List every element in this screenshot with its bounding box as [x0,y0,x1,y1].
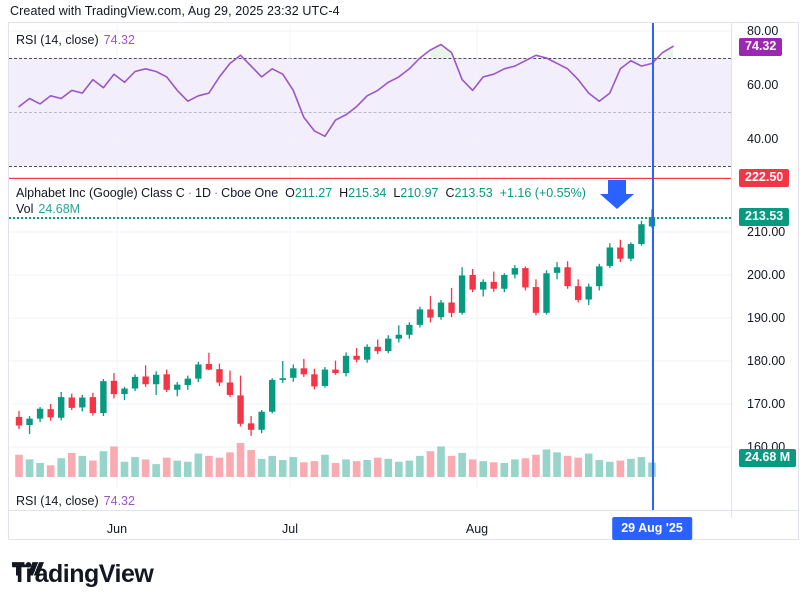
rsi-legend-value: 74.32 [103,33,135,47]
close-label: C [445,186,455,200]
rsi-axis-label: 60.00 [747,78,779,92]
volume-badge: 24.68 M [739,449,797,467]
candlestick-plot [9,178,731,488]
high-price-line [9,178,731,180]
pane-separator [8,177,731,178]
symbol-name: Alphabet Inc (Google) Class C [16,186,185,200]
high-price-badge: 222.50 [739,169,790,188]
tradingview-footer[interactable]: TradingView [12,560,154,589]
last-price-line [9,216,731,219]
close-value: 213.53 [454,186,493,200]
change-value: +1.16 (+0.55%) [499,186,586,200]
rsi-footer-label: RSI (14, close) [16,494,99,508]
volume-value: 24.68M [38,202,81,216]
time-axis-separator [8,510,799,511]
time-axis-label: Aug [465,522,489,536]
last-price-badge: 213.53 [739,207,790,226]
symbol-interval[interactable]: 1D [195,186,211,200]
sell-signal-arrow-icon[interactable] [600,180,640,210]
credit-text: Created with TradingView.com, Aug 29, 20… [10,4,340,18]
rsi-overbought-line [9,58,731,59]
rsi-pane[interactable] [9,23,731,177]
rsi-plot [9,23,731,177]
open-label: O [285,186,295,200]
current-date-badge: 29 Aug '25 [612,517,692,540]
rsi-legend[interactable]: RSI (14, close) 74.32 [16,33,135,47]
time-axis-label: Jul [282,522,298,536]
high-value: 215.34 [348,186,387,200]
low-label: L [393,186,401,200]
tradingview-logo-icon [12,562,44,576]
rsi-footer-value: 74.32 [103,494,135,508]
rsi-axis-label: 40.00 [747,132,779,146]
rsi-axis-label: 80.00 [747,24,779,38]
high-label: H [339,186,349,200]
price-axis-label: 180.00 [747,354,786,368]
price-pane[interactable] [9,178,731,488]
rsi-legend-label: RSI (14, close) [16,33,99,47]
volume-label: Vol [16,202,34,216]
volume-legend[interactable]: Vol 24.68M [16,202,80,216]
price-axis-label: 170.00 [747,397,786,411]
rsi-midline [9,112,731,113]
low-value: 210.97 [400,186,439,200]
crosshair-vertical-line [652,23,654,510]
time-axis-label: Jun [106,522,128,536]
legend-separator-2: · [214,186,219,200]
rsi-value-badge: 74.32 [739,38,783,57]
symbol-exchange: Cboe One [221,186,279,200]
price-axis-label: 210.00 [747,225,786,239]
price-axis-separator [731,22,732,518]
rsi-oversold-line [9,166,731,167]
rsi-legend-footer[interactable]: RSI (14, close) 74.32 [16,494,135,508]
price-axis-label: 200.00 [747,268,786,282]
legend-separator-1: · [187,186,193,200]
symbol-legend[interactable]: Alphabet Inc (Google) Class C · 1D · Cboe On… [16,186,586,200]
open-value: 211.27 [294,186,333,200]
price-axis-label: 190.00 [747,311,786,325]
